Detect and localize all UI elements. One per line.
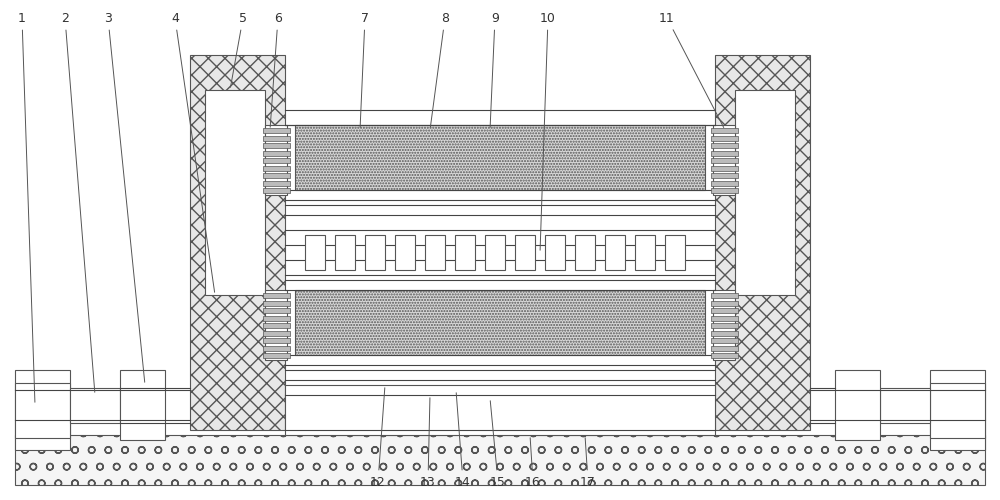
Text: 13: 13 [420,398,436,488]
Bar [263,346,290,350]
Bar [263,166,290,170]
Bar [835,370,880,440]
Bar [455,235,475,270]
Bar [263,188,290,193]
Bar [263,143,290,148]
Bar [711,316,738,320]
Bar [880,388,930,423]
Bar [335,235,355,270]
Bar [711,188,738,193]
Bar [575,235,595,270]
Bar [395,235,415,270]
Bar [295,125,705,190]
Bar [545,235,565,270]
Bar [711,150,738,156]
Bar [263,308,290,313]
Text: 6: 6 [270,12,282,127]
Text: 4: 4 [171,12,215,292]
Text: 16: 16 [525,438,541,488]
Text: 12: 12 [370,388,386,488]
Bar [285,385,715,435]
Bar [715,55,810,430]
Bar [263,316,290,320]
Text: 5: 5 [230,12,247,88]
Bar [711,173,738,178]
Bar [263,323,290,328]
Bar [711,293,738,298]
Text: 14: 14 [455,393,471,488]
Text: 1: 1 [18,12,35,402]
Bar [263,180,290,186]
Text: 15: 15 [490,401,506,488]
Bar [120,370,165,440]
Bar [711,166,738,170]
Bar [713,125,735,195]
Bar [265,290,287,360]
Text: 9: 9 [490,12,499,127]
Text: 17: 17 [580,438,596,488]
Bar [711,300,738,306]
Bar [425,235,445,270]
Bar [605,235,625,270]
Bar [263,353,290,358]
Bar [485,235,505,270]
Bar [295,290,705,355]
Bar [711,338,738,343]
Bar [263,300,290,306]
Bar [190,55,285,430]
Bar [711,158,738,163]
Bar [263,128,290,133]
Bar [711,323,738,328]
Bar [711,136,738,140]
Bar [711,346,738,350]
Text: 11: 11 [659,12,724,128]
Bar [930,383,985,438]
Bar [735,90,795,295]
Text: 7: 7 [360,12,369,127]
Bar [711,308,738,313]
Bar [263,338,290,343]
Bar [263,136,290,140]
Bar [15,383,70,438]
Bar [15,370,70,450]
Bar [711,128,738,133]
Bar [711,180,738,186]
Bar [305,235,325,270]
Bar [713,290,735,360]
Bar [711,353,738,358]
Bar [665,235,685,270]
Bar [930,370,985,450]
Bar [635,235,655,270]
Bar [711,143,738,148]
Bar [711,330,738,336]
Bar [263,158,290,163]
Bar [263,150,290,156]
Bar [515,235,535,270]
Text: 2: 2 [61,12,95,392]
Text: 10: 10 [540,12,556,250]
Bar [263,330,290,336]
Text: 3: 3 [104,12,145,382]
Bar [205,90,265,295]
Bar [15,435,985,485]
Bar [263,293,290,298]
Text: 8: 8 [430,12,449,127]
Bar [70,388,120,423]
Bar [263,173,290,178]
Bar [365,235,385,270]
Bar [265,125,287,195]
